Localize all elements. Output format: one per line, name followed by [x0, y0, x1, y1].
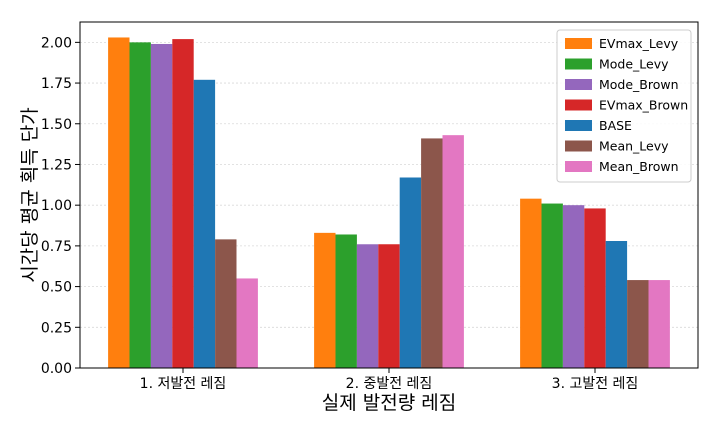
y-tick-label: 0.75	[41, 239, 72, 255]
y-axis-ticks: 0.00 0.25 0.50 0.75 1.00 1.25 1.50 1.75 2.00	[41, 35, 80, 377]
bar-base	[605, 240, 628, 368]
bar-mean-brown	[648, 280, 670, 368]
legend-entry: Mode_Brown	[599, 77, 679, 92]
y-tick-label: 1.25	[41, 157, 72, 173]
bar-mode-brown	[562, 205, 585, 368]
bar-mode-brown	[150, 43, 173, 369]
bar-evmax-levy	[520, 198, 542, 368]
bar-base	[399, 177, 422, 368]
bar-evmax-levy	[108, 37, 130, 369]
legend-swatch	[565, 120, 592, 131]
legend-entry: EVmax_Brown	[599, 98, 688, 113]
bars	[108, 37, 670, 369]
bar-evmax-levy	[314, 232, 336, 368]
bar-mode-levy	[129, 42, 151, 369]
bar-evmax-brown	[172, 39, 194, 369]
bar-mean-brown	[236, 278, 258, 368]
legend-entry: Mean_Levy	[599, 139, 669, 154]
legend-swatch	[565, 79, 592, 90]
legend-entry: Mean_Brown	[599, 159, 679, 174]
bar-mode-levy	[335, 234, 357, 368]
bar-base	[193, 79, 216, 368]
legend-entry: Mode_Levy	[599, 57, 669, 72]
x-tick-label: 2. 중발전 레짐	[346, 376, 433, 392]
y-tick-label: 0.00	[41, 361, 72, 377]
x-axis-ticks: 1. 저발전 레짐 2. 중발전 레짐 3. 고발전 레짐	[140, 368, 639, 392]
legend-swatch	[565, 140, 592, 152]
legend: EVmax_Levy Mode_Levy Mode_Brown EVmax_Brown…	[556, 29, 692, 183]
bar-mode-levy	[541, 203, 563, 368]
bar-mean-levy	[627, 280, 649, 368]
bar-evmax-brown	[584, 208, 606, 368]
y-tick-label: 0.25	[41, 320, 72, 336]
y-tick-label: 1.75	[41, 76, 72, 92]
y-tick-label: 1.50	[41, 117, 72, 133]
bar-mean-levy	[421, 138, 443, 368]
bar-mean-brown	[442, 135, 464, 368]
legend-swatch	[565, 99, 592, 111]
x-tick-label: 1. 저발전 레짐	[140, 376, 227, 392]
x-tick-label: 3. 고발전 레짐	[552, 376, 639, 392]
bar-evmax-brown	[378, 244, 400, 368]
legend-entry: BASE	[599, 118, 632, 133]
legend-swatch	[565, 161, 592, 172]
y-tick-label: 2.00	[41, 35, 72, 51]
y-tick-label: 1.00	[41, 198, 72, 214]
legend-swatch	[565, 38, 592, 49]
y-tick-label: 0.50	[41, 280, 72, 296]
x-axis-label: 실제 발전량 레짐	[322, 392, 456, 414]
y-axis-label: 시간당 평균 획득 단가	[19, 107, 41, 282]
legend-entry: EVmax_Levy	[599, 36, 679, 51]
bar-mean-levy	[215, 239, 237, 368]
bar-mode-brown	[356, 244, 379, 368]
legend-swatch	[565, 58, 592, 70]
